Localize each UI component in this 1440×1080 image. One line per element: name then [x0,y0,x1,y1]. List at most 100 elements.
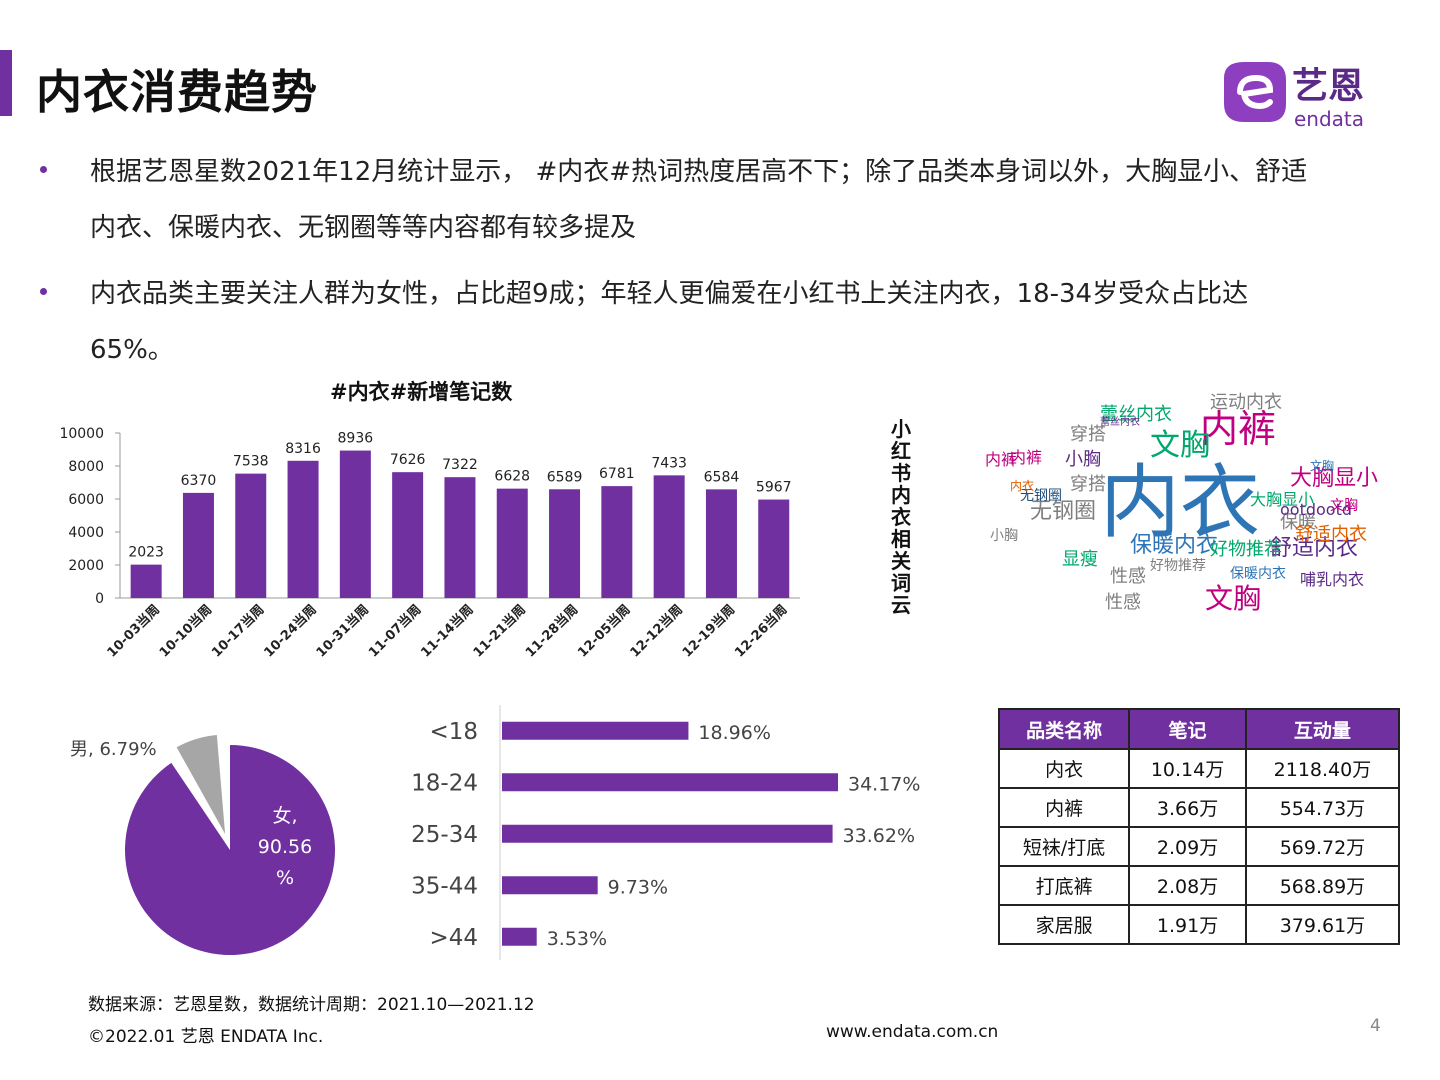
bar [287,460,319,598]
table-header-row: 品类名称 笔记 互动量 [997,708,1401,750]
word-cloud-term: 蕾丝内衣 [1100,404,1172,425]
bar-value-label: 7538 [233,454,269,470]
bar-value-label: 6370 [181,473,217,489]
title-accent-bar [0,50,12,116]
word-cloud-term: 文胸 [1205,582,1261,615]
word-cloud: 内衣内裤文胸大胸显小舒适内衣保暖内衣无钢圈蕾丝内衣运动内衣穿搭小胸保暖性感好物推… [985,392,1378,615]
bar [392,472,424,598]
bar [444,477,476,598]
word-cloud-term: 内衣 [1010,478,1034,493]
bar [339,450,371,598]
y-tick-label: 6000 [68,492,104,508]
x-tick-label: 11-28当周 [522,602,581,661]
bar-value-label: 9.73% [608,876,668,898]
word-cloud-term: 哺乳内衣 [1300,570,1364,589]
x-tick-label: 10-31当周 [313,602,372,661]
y-tick-label: 4000 [68,525,104,541]
word-cloud-term: 文胸 [1330,498,1358,514]
bar-value-label: 7433 [651,455,687,471]
table-header-cell: 笔记 [1128,708,1247,750]
table-row: 内裤 3.66万 554.73万 [997,787,1401,828]
table-cell: 568.89万 [1244,865,1401,906]
bar [758,499,790,598]
category-table: 品类名称 笔记 互动量 内衣 10.14万 2118.40万 内裤 3.66万 … [997,708,1401,945]
bar-chart-title: #内衣#新增笔记数 [330,380,513,404]
bar [549,489,581,598]
bar [130,564,162,598]
word-cloud-term: 性感 [1110,566,1146,587]
table-cell: 1.91万 [1128,904,1247,945]
bar-value-label: 5967 [756,480,792,496]
word-cloud-term: ootdootd [1280,500,1352,519]
y-tick-label: 8000 [68,459,104,475]
bar-value-label: 6589 [547,469,583,485]
table-cell: 2.09万 [1128,826,1247,867]
x-tick-label: 10-03当周 [104,602,163,661]
word-cloud-term: 穿搭 [1070,424,1106,445]
bar [496,488,528,598]
page-number: 4 [1370,1016,1381,1036]
table-row: 短袜/打底 2.09万 569.72万 [997,826,1401,867]
table-cell: 3.66万 [1128,787,1247,828]
table-cell: 短袜/打底 [997,826,1131,867]
word-cloud-label: 小红书内衣相关词云 [891,417,911,617]
y-tick-label: 2000 [68,558,104,574]
bar-value-label: 8936 [338,431,374,447]
table-header-cell: 互动量 [1244,708,1401,750]
bar-value-label: 18.96% [698,722,770,744]
table-cell: 打底裤 [997,865,1131,906]
x-tick-label: 10-10当周 [156,602,215,661]
table-cell: 2.08万 [1128,865,1247,906]
table-cell: 379.61万 [1244,904,1401,945]
table-header-cell: 品类名称 [997,708,1131,750]
word-cloud-term: 运动内衣 [1210,392,1282,413]
word-cloud-term: 内衣 [1100,456,1260,549]
word-cloud-term: 性感 [1105,592,1141,613]
logo-en-text: endata [1294,107,1364,131]
word-cloud-term: 大胸显小 [1290,466,1378,491]
y-tick-label: 10000 [59,426,104,442]
category-label: >44 [429,925,478,951]
age-bar-chart: <18 18.96% 18-24 34.17% 25-34 33.62% 35-44 9.73… [411,705,920,960]
bar-value-label: 7626 [390,452,426,468]
table-cell: 内裤 [997,787,1131,828]
word-cloud-term: 内裤 [985,450,1017,469]
word-cloud-term: 无钢圈 [1020,488,1062,504]
table-cell: 10.14万 [1128,748,1247,789]
category-label: 25-34 [411,822,478,848]
table-cell: 家居服 [997,904,1131,945]
x-tick-label: 11-07当周 [365,602,424,661]
word-cloud-term: 保暖内衣 [1130,533,1218,558]
bar-value-label: 34.17% [848,773,920,795]
bar-value-label: 2023 [128,545,164,561]
x-tick-label: 12-19当周 [679,602,738,661]
bar [502,927,537,946]
bar-value-label: 7322 [442,457,478,473]
bullet-text: 根据艺恩星数2021年12月统计显示， #内衣#热词热度居高不下；除了品类本身词… [90,157,1308,243]
bar [235,473,267,598]
word-cloud-term: 小胸 [990,528,1018,544]
bullet-dot-icon [40,288,47,295]
pie-label-male: 男, 6.79% [70,739,157,760]
bar [182,492,214,598]
word-cloud-term: 保暖 [1280,512,1316,533]
pie-label-female: 女, 90.56% [258,805,312,889]
gender-pie-chart: 女, 90.56 % 男, 6.79% [70,732,336,955]
page-title: 内衣消费趋势 [36,65,318,119]
x-tick-label: 11-21当周 [470,602,529,661]
word-cloud-term: 文胸 [1310,458,1334,473]
word-cloud-term: 好物推荐 [1150,558,1206,574]
table-cell: 2118.40万 [1244,748,1401,789]
bar [502,876,598,895]
copyright-text: ©2022.01 艺恩 ENDATA Inc. [88,1027,324,1047]
website-link[interactable]: www.endata.com.cn [826,1022,999,1042]
word-cloud-term: 无钢圈 [1030,499,1096,524]
bar-value-label: 6584 [704,469,740,485]
bar [502,824,833,843]
category-label: <18 [429,719,478,745]
x-tick-label: 12-05当周 [575,602,634,661]
logo-cn-text: 艺恩 [1292,66,1364,107]
category-label: 35-44 [411,873,478,899]
bar-value-label: 3.53% [547,928,607,950]
bar [601,486,633,598]
